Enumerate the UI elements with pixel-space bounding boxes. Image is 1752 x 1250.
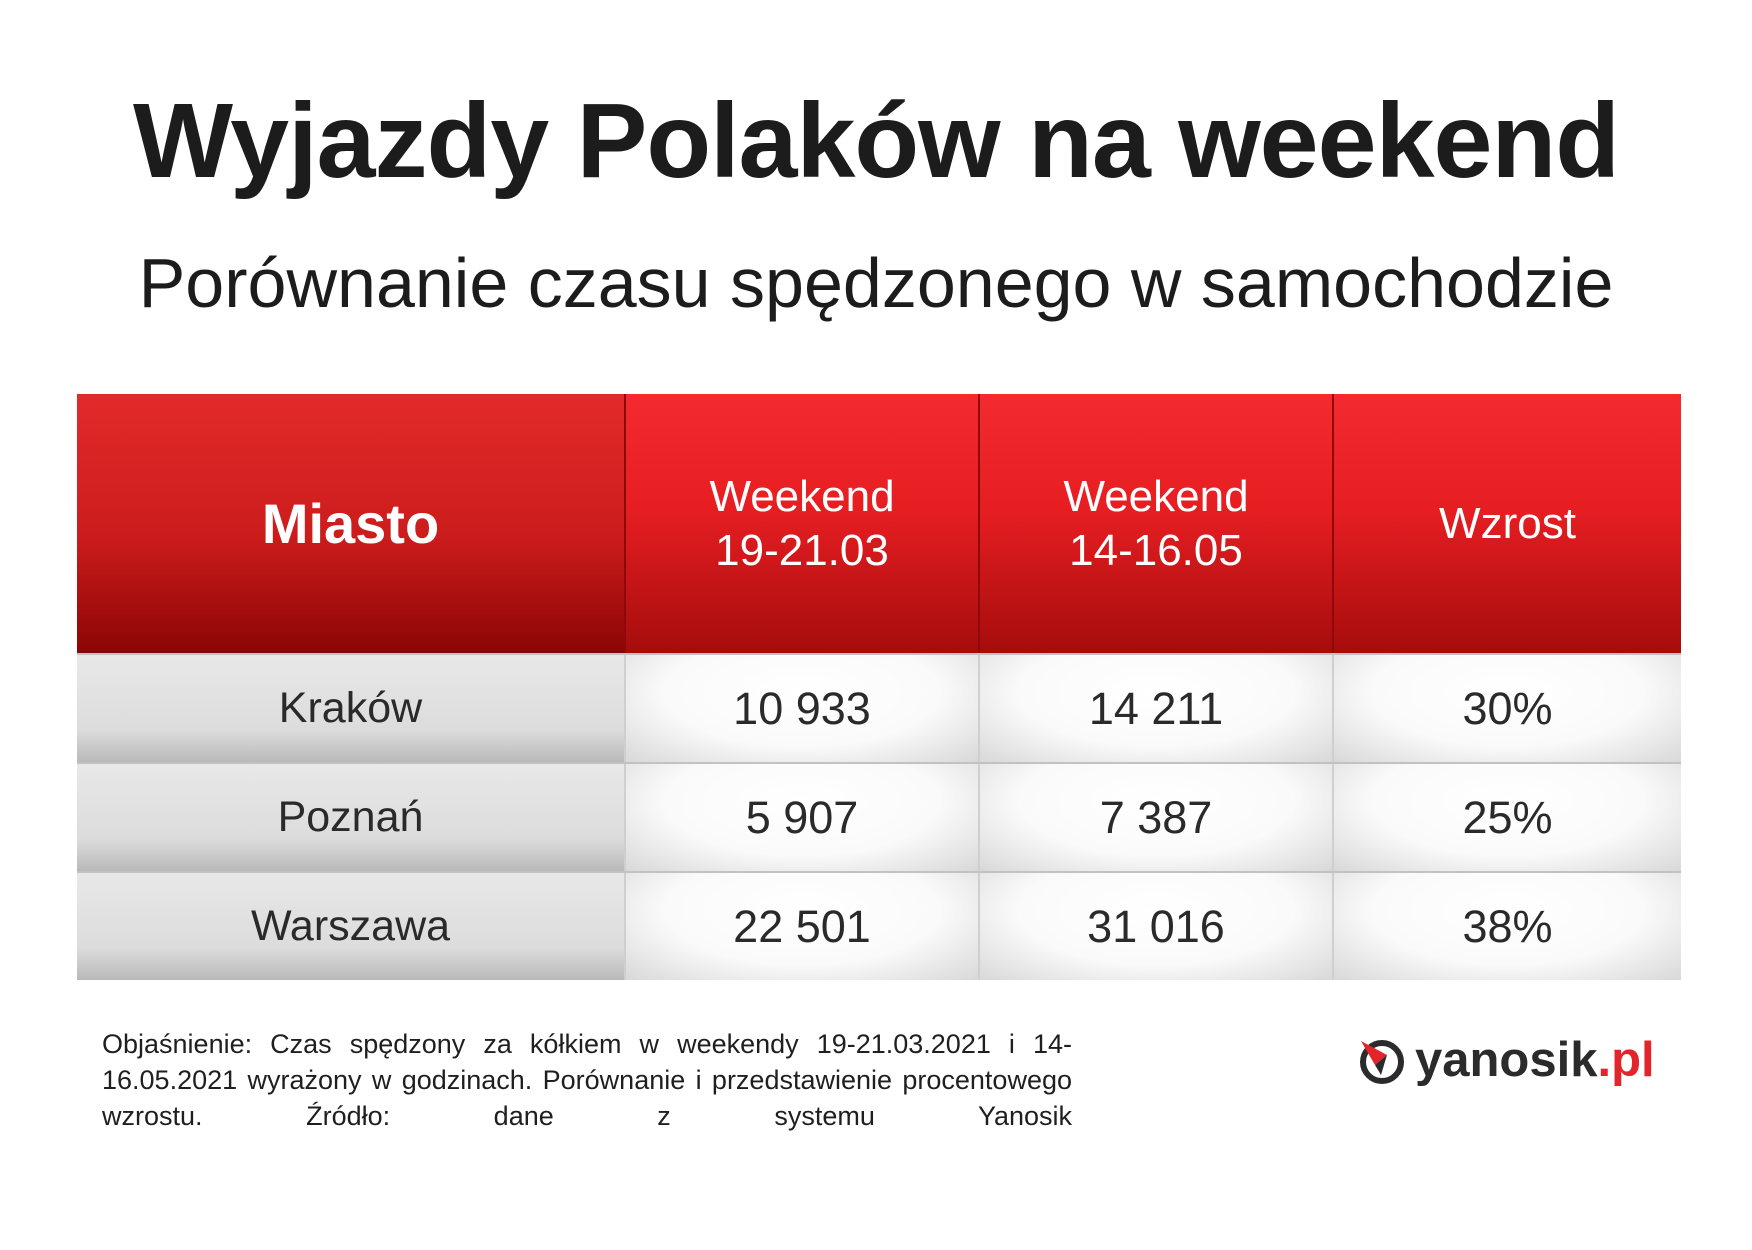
yanosik-logo-icon	[1360, 1040, 1404, 1084]
header-weekend-1-label: Weekend	[709, 471, 895, 521]
cell-city: Warszawa	[77, 873, 624, 980]
explanation-note: Objaśnienie: Czas spędzony za kółkiem w …	[102, 1029, 1072, 1131]
cell-weekend-2: 14 211	[978, 655, 1332, 762]
table-row: Poznań 5 907 7 387 25%	[77, 762, 1681, 871]
cell-weekend-2: 31 016	[978, 873, 1332, 980]
header-weekend-2-label: Weekend	[1063, 471, 1249, 521]
header-weekend-1: Weekend 19-21.03	[624, 394, 978, 653]
cell-growth: 38%	[1332, 873, 1681, 980]
cell-weekend-1: 10 933	[624, 655, 978, 762]
header-weekend-2-dates: 14-16.05	[1069, 525, 1243, 575]
header-growth: Wzrost	[1332, 394, 1681, 653]
header-weekend-2: Weekend 14-16.05	[978, 394, 1332, 653]
cell-growth: 25%	[1332, 764, 1681, 871]
cell-weekend-1: 22 501	[624, 873, 978, 980]
page-title: Wyjazdy Polaków na weekend	[132, 82, 1620, 200]
table-row: Kraków 10 933 14 211 30%	[77, 653, 1681, 762]
table-header-row: Miasto Weekend 19-21.03 Weekend 14-16.05…	[77, 394, 1681, 653]
cell-weekend-2: 7 387	[978, 764, 1332, 871]
table-row: Warszawa 22 501 31 016 38%	[77, 871, 1681, 980]
comparison-table: Miasto Weekend 19-21.03 Weekend 14-16.05…	[77, 394, 1681, 980]
logo-domain: .pl	[1597, 1032, 1655, 1087]
header-city: Miasto	[77, 394, 624, 653]
cell-weekend-1: 5 907	[624, 764, 978, 871]
yanosik-logo[interactable]: yanosik.pl	[1357, 1030, 1655, 1090]
page-subtitle: Porównanie czasu spędzonego w samochodzi…	[138, 244, 1614, 322]
cell-city: Poznań	[77, 764, 624, 871]
cell-growth: 30%	[1332, 655, 1681, 762]
header-weekend-1-dates: 19-21.03	[715, 525, 889, 575]
logo-name: yanosik	[1415, 1032, 1598, 1087]
cell-city: Kraków	[77, 655, 624, 762]
